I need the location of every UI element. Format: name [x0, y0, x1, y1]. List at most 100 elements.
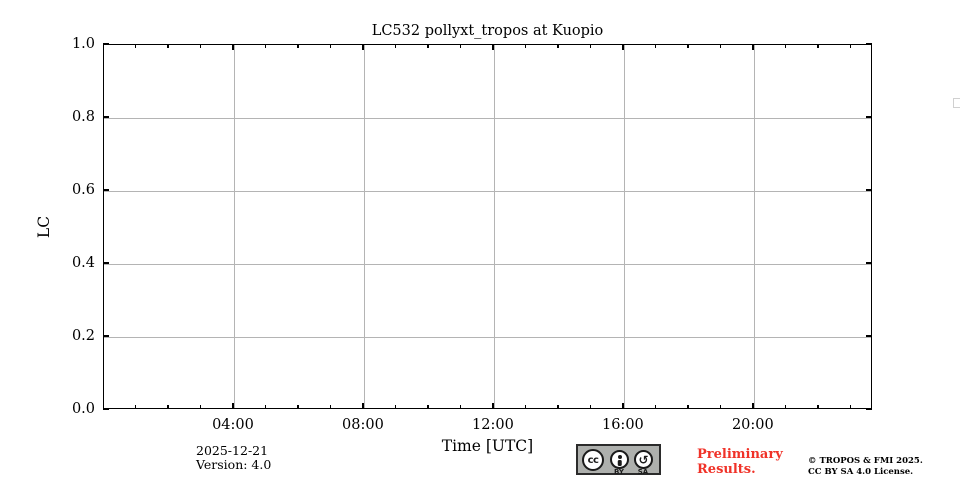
- x-tick-top-minor: [264, 44, 267, 48]
- gridline-horizontal: [104, 337, 871, 338]
- x-tick-top-minor: [654, 44, 657, 48]
- gridline-vertical: [493, 45, 495, 408]
- y-tick-label: 0.2: [71, 328, 95, 344]
- x-tick-top-major: [752, 44, 754, 50]
- x-tick-bottom-minor: [297, 405, 299, 409]
- x-tick-bottom-minor: [719, 405, 722, 409]
- copyright-line-2: CC BY SA 4.0 License.: [808, 466, 914, 477]
- date-version-stamp: 2025-12-21 Version: 4.0: [196, 444, 271, 472]
- legend-placeholder-box[interactable]: [953, 98, 960, 108]
- x-tick-top-minor: [784, 44, 787, 48]
- y-tick-right: [866, 189, 872, 191]
- x-tick-bottom-minor: [817, 405, 819, 409]
- x-tick-bottom-minor: [589, 405, 592, 409]
- y-tick-label: 0.6: [71, 182, 95, 198]
- x-tick-bottom-minor: [264, 405, 267, 409]
- x-tick-bottom-major: [622, 403, 624, 409]
- y-axis-title: LC: [35, 215, 53, 239]
- x-tick-top-minor: [297, 44, 299, 48]
- x-tick-label: 08:00: [342, 417, 384, 433]
- x-tick-top-major: [362, 44, 364, 50]
- x-tick-bottom-major: [492, 403, 494, 409]
- cc-sa-label: SA: [637, 468, 649, 476]
- x-tick-top-minor: [524, 44, 527, 48]
- preliminary-results-notice: Preliminary Results.: [697, 447, 783, 477]
- preliminary-line-1: Preliminary: [697, 447, 783, 462]
- cc-attribution-person-icon: [610, 450, 629, 469]
- gridline-vertical: [233, 45, 235, 408]
- x-tick-label: 12:00: [472, 417, 514, 433]
- x-tick-top-minor: [589, 44, 592, 48]
- x-tick-bottom-minor: [394, 405, 397, 409]
- y-tick-right: [866, 335, 872, 337]
- x-tick-label: 16:00: [601, 417, 644, 433]
- x-tick-bottom-minor: [849, 405, 852, 409]
- gridline-vertical: [753, 45, 755, 408]
- person-body-shape: [617, 460, 622, 466]
- x-tick-top-major: [492, 44, 494, 50]
- gridline-vertical: [623, 45, 625, 408]
- x-tick-top-minor: [427, 44, 429, 48]
- x-tick-bottom-minor: [167, 405, 169, 409]
- person-head-shape: [617, 455, 622, 459]
- chart-title: LC532 pollyxt_tropos at Kuopio: [371, 23, 604, 39]
- y-tick-right: [866, 43, 872, 45]
- copyright-notice: © TROPOS & FMI 2025. CC BY SA 4.0 Licens…: [808, 456, 923, 477]
- y-tick-label: 0.8: [71, 109, 95, 125]
- x-tick-top-minor: [167, 44, 169, 48]
- y-tick-label: 1.0: [71, 36, 95, 52]
- y-tick-right: [866, 116, 872, 118]
- x-tick-top-minor: [199, 44, 202, 48]
- y-tick-left: [103, 262, 109, 264]
- preliminary-line-2: Results.: [697, 462, 756, 477]
- gridline-horizontal: [104, 118, 871, 119]
- x-axis-title: Time [UTC]: [441, 437, 534, 455]
- x-tick-bottom-minor: [199, 405, 202, 409]
- x-tick-top-major: [232, 44, 234, 50]
- y-tick-left: [103, 408, 109, 410]
- y-tick-left: [103, 335, 109, 337]
- y-tick-left: [103, 43, 109, 45]
- x-tick-top-minor: [329, 44, 332, 48]
- x-tick-label: 20:00: [731, 417, 774, 433]
- x-tick-top-minor: [719, 44, 722, 48]
- x-tick-top-major: [622, 44, 624, 50]
- y-tick-label: 0.4: [71, 255, 95, 271]
- x-tick-bottom-minor: [784, 405, 787, 409]
- x-tick-top-minor: [817, 44, 819, 48]
- x-tick-bottom-minor: [427, 405, 429, 409]
- cc-logo-icon: cc: [582, 449, 604, 471]
- y-tick-right: [866, 408, 872, 410]
- creative-commons-badge[interactable]: cc ↺ BY SA: [576, 444, 661, 476]
- plot-area[interactable]: [103, 44, 960, 409]
- x-tick-bottom-minor: [557, 405, 559, 409]
- software-version: Version: 4.0: [196, 457, 272, 472]
- gridline-vertical: [363, 45, 365, 408]
- cc-sharealike-icon: ↺: [634, 450, 653, 469]
- gridline-horizontal: [104, 264, 871, 265]
- x-tick-bottom-minor: [524, 405, 527, 409]
- y-tick-right: [866, 262, 872, 264]
- x-tick-bottom-minor: [134, 405, 137, 409]
- x-tick-bottom-major: [232, 403, 234, 409]
- gridline-horizontal: [104, 191, 871, 192]
- x-tick-bottom-major: [752, 403, 754, 409]
- x-tick-bottom-minor: [654, 405, 657, 409]
- copyright-line-1: © TROPOS & FMI 2025.: [808, 456, 923, 466]
- y-tick-left: [103, 189, 109, 191]
- x-tick-top-minor: [394, 44, 397, 48]
- x-tick-bottom-minor: [329, 405, 332, 409]
- y-tick-left: [103, 116, 109, 118]
- x-tick-label: 04:00: [212, 417, 254, 433]
- x-tick-top-minor: [687, 44, 689, 48]
- y-tick-label: 0.0: [71, 401, 95, 417]
- x-tick-bottom-minor: [687, 405, 689, 409]
- x-tick-bottom-minor: [459, 405, 462, 409]
- measurement-date: 2025-12-21: [196, 443, 269, 458]
- cc-by-label: BY: [613, 468, 625, 476]
- x-tick-top-minor: [134, 44, 137, 48]
- x-tick-top-minor: [849, 44, 852, 48]
- x-tick-top-minor: [557, 44, 559, 48]
- x-tick-bottom-major: [362, 403, 364, 409]
